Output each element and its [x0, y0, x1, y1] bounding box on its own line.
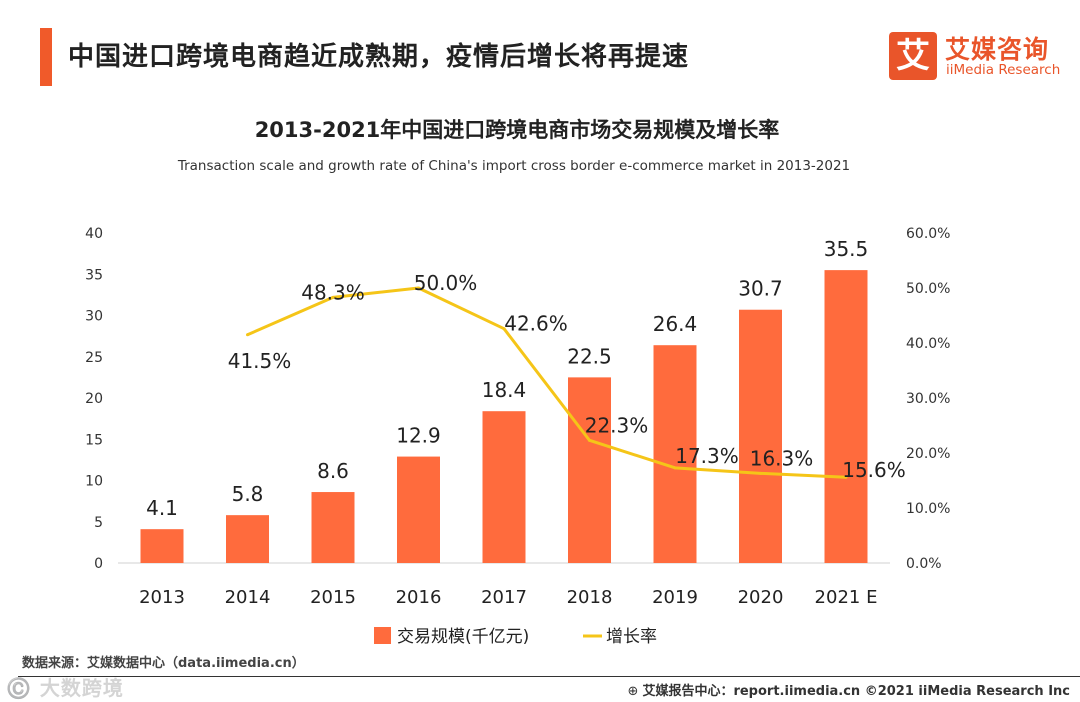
x-axis-tick-label: 2018 — [567, 587, 613, 608]
bar — [653, 345, 697, 563]
left-axis-tick-label: 35 — [85, 267, 103, 283]
growth-value-label: 42.6% — [504, 312, 568, 336]
growth-value-label: 15.6% — [842, 458, 906, 482]
bar-series — [140, 270, 868, 563]
left-axis-tick-label: 40 — [85, 226, 103, 242]
x-axis-tick-label: 2014 — [225, 587, 271, 608]
left-axis-tick-label: 25 — [85, 350, 103, 366]
right-axis-tick-label: 30.0% — [906, 391, 950, 407]
right-axis-tick-label: 40.0% — [906, 336, 950, 352]
bar — [739, 309, 782, 563]
bar-value-label: 5.8 — [232, 482, 264, 506]
logo-name-en: iiMedia Research — [946, 62, 1061, 78]
legend-bar-label: 交易规模(千亿元) — [397, 627, 529, 647]
growth-line-series — [246, 286, 848, 479]
left-axis-tick-label: 5 — [94, 515, 103, 531]
bar-value-label: 18.4 — [482, 378, 527, 402]
growth-line — [246, 286, 847, 479]
watermark: ©️ 大数跨境 — [6, 676, 124, 700]
growth-value-label: 48.3% — [301, 280, 365, 304]
growth-point — [759, 471, 762, 475]
footer-text: 艾媒报告中心：report.iimedia.cn ©2021 iiMedia R… — [642, 684, 1070, 699]
bar-value-label: 30.7 — [738, 277, 783, 301]
footer-divider — [18, 676, 1080, 677]
growth-value-label: 16.3% — [750, 446, 814, 470]
iimedia-logo: 艾 艾媒咨询 iiMedia Research — [889, 30, 1064, 82]
x-axis-tick-label: 2016 — [396, 587, 442, 608]
x-axis-tick-label: 2020 — [738, 587, 784, 608]
bar — [568, 377, 611, 563]
growth-point — [502, 327, 506, 331]
legend: 交易规模(千亿元) 增长率 — [374, 627, 657, 647]
growth-point — [331, 295, 335, 299]
right-axis-tick-label: 0.0% — [906, 556, 942, 572]
right-axis-tick-label: 60.0% — [906, 226, 950, 242]
growth-point — [417, 286, 420, 290]
x-axis-tick-label: 2021 E — [815, 587, 878, 608]
data-source: 数据来源：艾媒数据中心（data.iimedia.cn） — [22, 656, 305, 671]
logo-mark: 艾 — [889, 32, 937, 80]
bar-data-labels: 4.1 5.8 8.6 12.9 18.4 22.5 26.4 30.7 35.5 — [146, 237, 868, 520]
growth-point — [673, 466, 677, 470]
right-axis-tick-label: 10.0% — [906, 501, 950, 517]
legend-bar-swatch — [374, 627, 391, 644]
bar — [226, 515, 269, 563]
footer: ⊕ 艾媒报告中心：report.iimedia.cn ©2021 iiMedia … — [628, 680, 1070, 699]
bar-value-label: 12.9 — [396, 424, 441, 448]
growth-point — [844, 475, 848, 479]
logo-name-cn: 艾媒咨询 — [945, 35, 1050, 64]
left-axis-ticks: 0 5 10 15 20 25 30 35 40 — [85, 226, 103, 572]
bar-value-label: 35.5 — [824, 237, 869, 261]
globe-icon: ⊕ — [627, 684, 639, 699]
chart-subtitle: Transaction scale and growth rate of Chi… — [177, 158, 850, 174]
right-axis-tick-label: 20.0% — [906, 446, 950, 462]
x-axis-tick-label: 2017 — [481, 587, 527, 608]
right-axis-ticks: 0.0% 10.0% 20.0% 30.0% 40.0% 50.0% 60.0% — [906, 226, 950, 572]
x-axis-tick-label: 2013 — [139, 587, 185, 608]
growth-point — [588, 438, 591, 442]
bar — [482, 411, 526, 563]
bar-value-label: 4.1 — [146, 496, 178, 520]
bar — [397, 456, 440, 563]
growth-value-label: 22.3% — [585, 413, 649, 437]
legend-line-label: 增长率 — [606, 627, 657, 647]
left-axis-tick-label: 20 — [85, 391, 103, 407]
growth-value-label: 41.5% — [228, 349, 292, 373]
title-accent-bar — [40, 28, 52, 86]
bar — [140, 529, 184, 563]
x-axis-ticks: 2013 2014 2015 2016 2017 2018 2019 2020 2021 E — [139, 587, 877, 608]
bar — [824, 270, 868, 563]
x-axis-tick-label: 2019 — [652, 587, 698, 608]
line-data-labels: 41.5% 48.3% 50.0% 42.6% 22.3% 17.3% 16.3% 15.6% — [228, 271, 906, 482]
chart-title: 2013-2021年中国进口跨境电商市场交易规模及增长率 — [255, 118, 780, 142]
right-axis-tick-label: 50.0% — [906, 281, 950, 297]
growth-point — [246, 333, 249, 337]
left-axis-tick-label: 10 — [85, 474, 103, 490]
growth-value-label: 17.3% — [675, 444, 739, 468]
growth-value-label: 50.0% — [414, 271, 478, 295]
bar-value-label: 26.4 — [653, 312, 698, 336]
left-axis-tick-label: 30 — [85, 309, 103, 325]
bar-value-label: 8.6 — [317, 459, 349, 483]
left-axis-tick-label: 0 — [94, 556, 103, 572]
x-axis-tick-label: 2015 — [310, 587, 356, 608]
page-title: 中国进口跨境电商趋近成熟期，疫情后增长将再提速 — [68, 42, 690, 72]
bar-value-label: 22.5 — [567, 344, 612, 368]
left-axis-tick-label: 15 — [85, 432, 103, 448]
bar — [311, 492, 355, 563]
